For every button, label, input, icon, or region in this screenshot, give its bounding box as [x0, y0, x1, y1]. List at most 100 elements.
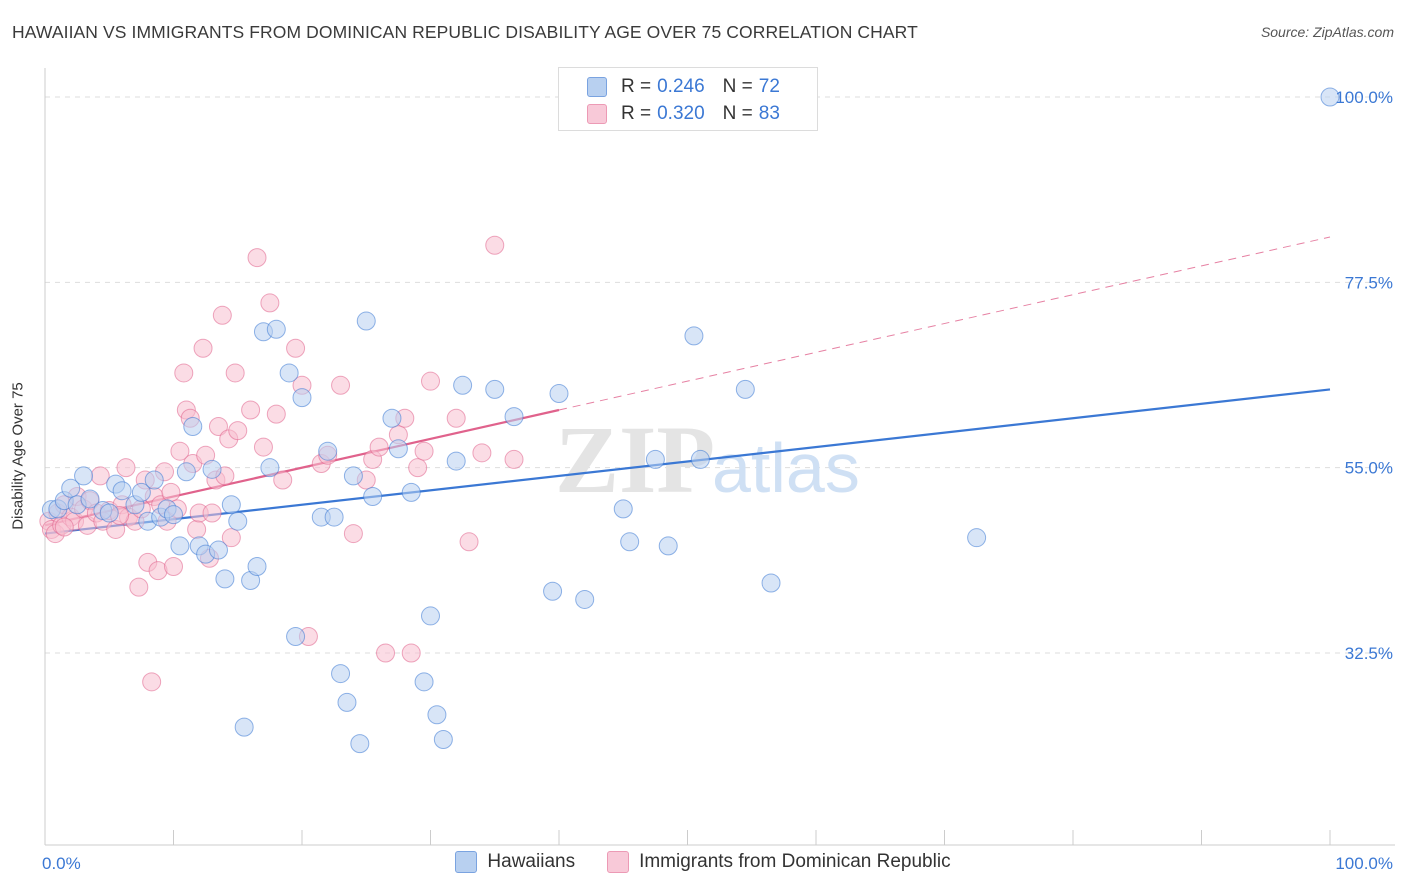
hawaiians-point: [690, 449, 710, 469]
tick-labels: 32.5% 55.0% 77.5% 100.0% 0.0% 100.0%: [42, 88, 1393, 873]
hawaiians-point: [356, 311, 376, 331]
hawaiians-point: [735, 379, 755, 399]
legend-item-hawaiians[interactable]: Hawaiians: [455, 851, 575, 873]
hawaiians-point: [337, 692, 357, 712]
hawaiians-point: [260, 458, 280, 478]
stats-row-dominican: R = 0.320 N = 83: [587, 102, 780, 126]
r-label: R =: [621, 103, 652, 124]
dominican-point: [376, 643, 396, 663]
legend-swatch-pink: [607, 851, 630, 873]
legend-label: Hawaiians: [487, 851, 576, 872]
hawaiians-point: [234, 717, 254, 737]
dominican-point: [253, 437, 273, 457]
hawaiians-point: [421, 606, 440, 626]
hawaiians-point: [388, 439, 408, 459]
dominican-point: [247, 248, 267, 268]
hawaiians-point: [144, 470, 164, 490]
legend-swatch-pink: [587, 104, 607, 124]
hawaiians-point: [350, 734, 370, 754]
axes: [44, 68, 1395, 846]
dominican-point: [414, 441, 434, 461]
hawaiians-point: [549, 384, 569, 404]
hawaiians-point: [446, 451, 466, 471]
legend-swatch-blue: [455, 851, 478, 873]
dominican-point: [369, 437, 389, 457]
hawaiians-point: [266, 319, 286, 339]
hawaiians-point: [613, 499, 633, 519]
dominican-point: [343, 524, 363, 544]
hawaiians-point: [74, 466, 94, 486]
hawaiians-point: [485, 379, 505, 399]
hawaiians-point: [645, 449, 665, 469]
n-label: N =: [722, 76, 753, 97]
hawaiians-point: [292, 388, 312, 408]
hawaiians-point: [761, 573, 781, 593]
dominican-point: [164, 557, 183, 577]
hawaiians-point: [164, 505, 183, 525]
hawaiians-point: [202, 459, 222, 479]
r-value: 0.320: [657, 103, 705, 124]
hawaiians-point: [414, 672, 434, 692]
legend-item-dominican[interactable]: Immigrants from Dominican Republic: [607, 851, 951, 873]
grid-lines: [45, 96, 1395, 654]
dominican-point: [208, 416, 228, 436]
hawaiians-point: [967, 528, 987, 548]
dominican-point: [459, 532, 479, 552]
y-tick-label: 100.0%: [1335, 88, 1393, 107]
y-tick-label: 77.5%: [1345, 273, 1393, 292]
watermark-zip: ZIP: [555, 406, 715, 513]
hawaiians-point: [1320, 87, 1340, 107]
dominican-point: [225, 363, 245, 383]
dominican-point: [221, 528, 241, 548]
dominican-point: [174, 363, 194, 383]
x-tick-label: 0.0%: [42, 854, 81, 873]
dominican-point: [401, 643, 421, 663]
series-legend: Hawaiians Immigrants from Dominican Repu…: [0, 851, 1406, 873]
hawaiians-point: [80, 489, 100, 509]
hawaiians-point: [215, 569, 235, 589]
n-value: 83: [758, 103, 780, 124]
dominican-point: [421, 371, 440, 391]
hawaiians-point: [131, 482, 151, 502]
hawaiians-point: [343, 466, 363, 486]
hawaiians-point: [620, 532, 640, 552]
hawaiians-point: [286, 627, 306, 647]
hawaiians-point: [61, 478, 81, 498]
hawaiians-point: [170, 536, 190, 556]
hawaiians-point: [684, 326, 704, 346]
dominican-point: [331, 375, 351, 395]
hawaiians-point: [279, 363, 299, 383]
hawaiians-point: [208, 540, 228, 560]
dominican-point: [266, 404, 286, 424]
y-tick-label: 32.5%: [1345, 644, 1393, 663]
dominican-point: [504, 449, 524, 469]
series-hawaiians-points: [41, 87, 1340, 754]
legend-swatch-blue: [587, 77, 607, 97]
dominican-point: [170, 441, 190, 461]
watermark-atlas: atlas: [712, 429, 860, 507]
dominican-point: [485, 235, 505, 255]
hawaiians-trend-line: [44, 388, 1331, 535]
dominican-trend-extension: [558, 236, 1331, 411]
y-axis-label: Disability Age Over 75: [9, 382, 27, 530]
hawaiians-point: [176, 462, 196, 482]
dominican-point: [193, 338, 213, 358]
r-value: 0.246: [657, 76, 705, 97]
dominican-point: [286, 338, 306, 358]
dominican-point: [129, 577, 149, 597]
dominican-point: [116, 458, 136, 478]
hawaiians-point: [427, 705, 447, 725]
hawaiians-point: [221, 495, 241, 515]
hawaiians-point: [401, 482, 421, 502]
dominican-point: [202, 503, 222, 523]
hawaiians-point: [331, 664, 351, 684]
hawaiians-point: [382, 408, 402, 428]
hawaiians-point: [543, 581, 563, 601]
hawaiians-point: [504, 407, 524, 427]
hawaiians-point: [183, 416, 203, 436]
dominican-point: [408, 458, 428, 478]
hawaiians-point: [324, 507, 344, 527]
source-label: Source: ZipAtlas.com: [1260, 24, 1394, 40]
dominican-point: [187, 519, 207, 539]
stats-row-hawaiians: R = 0.246 N = 72: [587, 75, 780, 99]
